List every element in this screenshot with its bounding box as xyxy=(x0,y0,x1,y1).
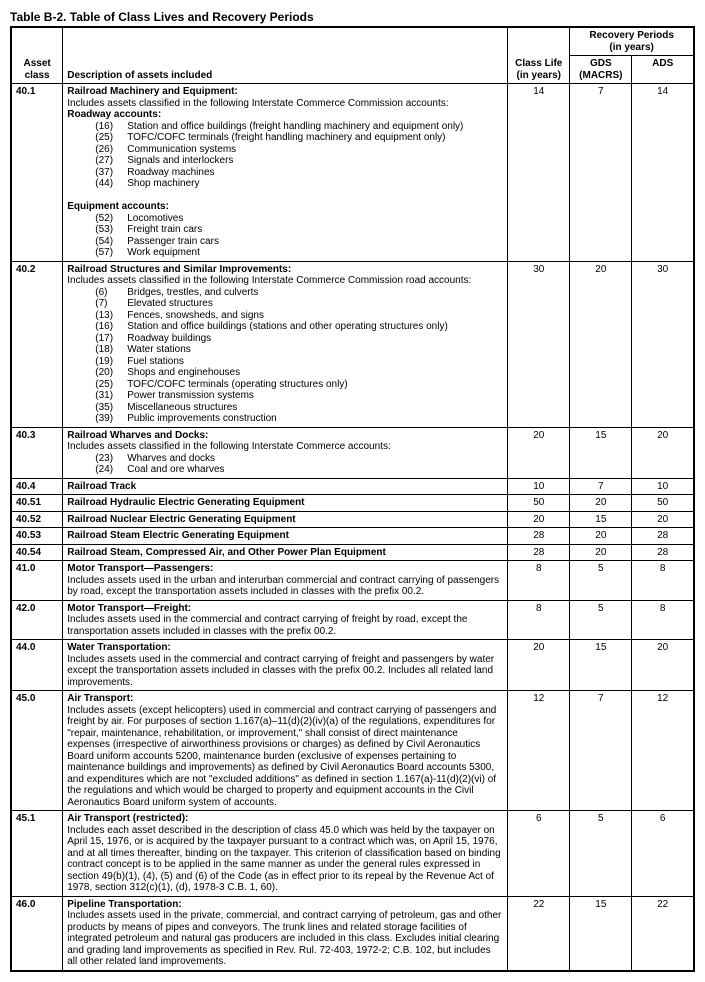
ads-cell: 28 xyxy=(632,528,694,545)
gds-cell: 7 xyxy=(570,84,632,262)
cl-cell: 20 xyxy=(508,511,570,528)
ads-cell: 8 xyxy=(632,600,694,640)
cl-cell: 6 xyxy=(508,811,570,897)
ads-cell: 10 xyxy=(632,478,694,495)
table-row: 40.52Railroad Nuclear Electric Generatin… xyxy=(11,511,694,528)
table-row: 46.0Pipeline Transportation:Includes ass… xyxy=(11,896,694,971)
ads-cell: 50 xyxy=(632,495,694,512)
ads-cell: 30 xyxy=(632,261,694,427)
ads-cell: 28 xyxy=(632,544,694,561)
ads-cell: 20 xyxy=(632,427,694,478)
cl-cell: 14 xyxy=(508,84,570,262)
cl-cell: 50 xyxy=(508,495,570,512)
ads-cell: 20 xyxy=(632,511,694,528)
table-row: 40.51Railroad Hydraulic Electric Generat… xyxy=(11,495,694,512)
gds-cell: 20 xyxy=(570,528,632,545)
asset-class-cell: 41.0 xyxy=(11,561,63,601)
ads-cell: 8 xyxy=(632,561,694,601)
cl-cell: 28 xyxy=(508,528,570,545)
asset-class-cell: 44.0 xyxy=(11,640,63,691)
table-row: 42.0Motor Transport—Freight:Includes ass… xyxy=(11,600,694,640)
asset-class-cell: 45.1 xyxy=(11,811,63,897)
table-row: 40.2Railroad Structures and Similar Impr… xyxy=(11,261,694,427)
table-row: 45.0Air Transport:Includes assets (excep… xyxy=(11,691,694,811)
gds-cell: 20 xyxy=(570,495,632,512)
hdr-ads: ADS xyxy=(632,56,694,84)
table-body: 40.1Railroad Machinery and Equipment:Inc… xyxy=(11,84,694,971)
table-row: 44.0Water Transportation:Includes assets… xyxy=(11,640,694,691)
description-cell: Water Transportation:Includes assets use… xyxy=(63,640,508,691)
description-cell: Air Transport:Includes assets (except he… xyxy=(63,691,508,811)
description-cell: Motor Transport—Passengers:Includes asse… xyxy=(63,561,508,601)
table-row: 40.3Railroad Wharves and Docks:Includes … xyxy=(11,427,694,478)
asset-class-cell: 42.0 xyxy=(11,600,63,640)
description-cell: Railroad Machinery and Equipment:Include… xyxy=(63,84,508,262)
hdr-class-life: Class Life(in years) xyxy=(508,27,570,84)
description-cell: Air Transport (restricted):Includes each… xyxy=(63,811,508,897)
asset-class-cell: 40.4 xyxy=(11,478,63,495)
table-row: 45.1Air Transport (restricted):Includes … xyxy=(11,811,694,897)
gds-cell: 20 xyxy=(570,544,632,561)
gds-cell: 20 xyxy=(570,261,632,427)
hdr-description: Description of assets included xyxy=(63,27,508,84)
description-cell: Railroad Nuclear Electric Generating Equ… xyxy=(63,511,508,528)
gds-cell: 5 xyxy=(570,600,632,640)
table-title: Table B-2. Table of Class Lives and Reco… xyxy=(10,10,695,24)
cl-cell: 12 xyxy=(508,691,570,811)
class-lives-table: Asset class Description of assets includ… xyxy=(10,26,695,972)
description-cell: Railroad Track xyxy=(63,478,508,495)
table-row: 40.1Railroad Machinery and Equipment:Inc… xyxy=(11,84,694,262)
hdr-gds: GDS(MACRS) xyxy=(570,56,632,84)
table-row: 40.53Railroad Steam Electric Generating … xyxy=(11,528,694,545)
cl-cell: 30 xyxy=(508,261,570,427)
asset-class-cell: 40.51 xyxy=(11,495,63,512)
hdr-recovery-periods: Recovery Periods(in years) xyxy=(570,27,694,56)
gds-cell: 5 xyxy=(570,811,632,897)
asset-class-cell: 40.2 xyxy=(11,261,63,427)
cl-cell: 20 xyxy=(508,427,570,478)
asset-class-cell: 40.1 xyxy=(11,84,63,262)
asset-class-cell: 40.53 xyxy=(11,528,63,545)
gds-cell: 5 xyxy=(570,561,632,601)
hdr-asset-class: Asset class xyxy=(11,27,63,84)
cl-cell: 22 xyxy=(508,896,570,971)
gds-cell: 15 xyxy=(570,896,632,971)
cl-cell: 10 xyxy=(508,478,570,495)
description-cell: Railroad Steam, Compressed Air, and Othe… xyxy=(63,544,508,561)
gds-cell: 7 xyxy=(570,691,632,811)
asset-class-cell: 46.0 xyxy=(11,896,63,971)
table-row: 40.54Railroad Steam, Compressed Air, and… xyxy=(11,544,694,561)
table-row: 41.0Motor Transport—Passengers:Includes … xyxy=(11,561,694,601)
cl-cell: 28 xyxy=(508,544,570,561)
description-cell: Motor Transport—Freight:Includes assets … xyxy=(63,600,508,640)
description-cell: Railroad Wharves and Docks:Includes asse… xyxy=(63,427,508,478)
cl-cell: 20 xyxy=(508,640,570,691)
table-row: 40.4Railroad Track10710 xyxy=(11,478,694,495)
description-cell: Railroad Steam Electric Generating Equip… xyxy=(63,528,508,545)
ads-cell: 12 xyxy=(632,691,694,811)
description-cell: Railroad Hydraulic Electric Generating E… xyxy=(63,495,508,512)
gds-cell: 15 xyxy=(570,427,632,478)
cl-cell: 8 xyxy=(508,600,570,640)
ads-cell: 22 xyxy=(632,896,694,971)
asset-class-cell: 45.0 xyxy=(11,691,63,811)
cl-cell: 8 xyxy=(508,561,570,601)
asset-class-cell: 40.3 xyxy=(11,427,63,478)
asset-class-cell: 40.54 xyxy=(11,544,63,561)
description-cell: Pipeline Transportation:Includes assets … xyxy=(63,896,508,971)
gds-cell: 7 xyxy=(570,478,632,495)
ads-cell: 20 xyxy=(632,640,694,691)
table-header: Asset class Description of assets includ… xyxy=(11,27,694,84)
description-cell: Railroad Structures and Similar Improvem… xyxy=(63,261,508,427)
gds-cell: 15 xyxy=(570,511,632,528)
ads-cell: 6 xyxy=(632,811,694,897)
asset-class-cell: 40.52 xyxy=(11,511,63,528)
gds-cell: 15 xyxy=(570,640,632,691)
ads-cell: 14 xyxy=(632,84,694,262)
